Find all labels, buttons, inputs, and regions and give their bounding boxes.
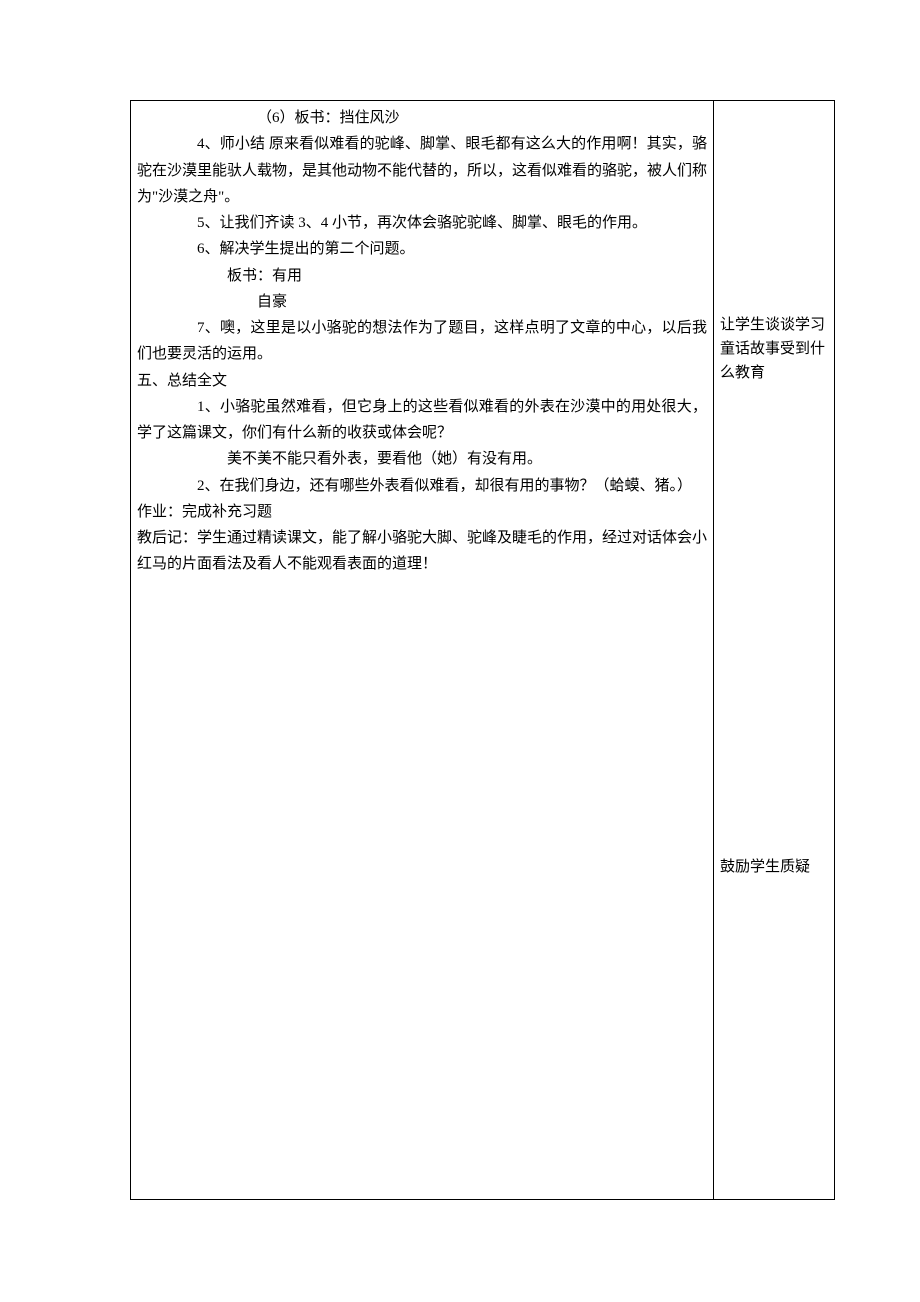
text-line: 5、让我们齐读 3、4 小节，再次体会骆驼驼峰、脚掌、眼毛的作用。 (137, 210, 707, 236)
side-note-cell: 让学生谈谈学习童话故事受到什么教育 鼓励学生质疑 (714, 101, 835, 1200)
spacer (720, 105, 828, 313)
side-note: 鼓励学生质疑 (720, 855, 828, 879)
text-line: 2、在我们身边，还有哪些外表看似难看，却很有用的事物？（蛤蟆、猪。） (137, 473, 707, 499)
section-heading: 五、总结全文 (137, 368, 707, 394)
text-line: 7、噢，这里是以小骆驼的想法作为了题目，这样点明了文章的中心，以后我们也要灵活的… (137, 315, 707, 368)
side-note: 让学生谈谈学习童话故事受到什么教育 (720, 313, 828, 385)
text-line: 1、小骆驼虽然难看，但它身上的这些看似难看的外表在沙漠中的用处很大，学了这篇课文… (137, 394, 707, 447)
text-line: （6）板书：挡住风沙 (137, 105, 707, 131)
text-line: 美不美不能只看外表，要看他（她）有没有用。 (137, 446, 707, 472)
text-line: 自豪 (137, 289, 707, 315)
text-line: 4、师小结 原来看似难看的驼峰、脚掌、眼毛都有这么大的作用啊！其实，骆驼在沙漠里… (137, 131, 707, 210)
lesson-plan-table: （6）板书：挡住风沙 4、师小结 原来看似难看的驼峰、脚掌、眼毛都有这么大的作用… (130, 100, 835, 1200)
spacer (720, 385, 828, 855)
text-line: 6、解决学生提出的第二个问题。 (137, 236, 707, 262)
text-line: 板书：有用 (137, 263, 707, 289)
main-content-cell: （6）板书：挡住风沙 4、师小结 原来看似难看的驼峰、脚掌、眼毛都有这么大的作用… (131, 101, 714, 1200)
homework-line: 作业：完成补充习题 (137, 499, 707, 525)
postscript-line: 教后记：学生通过精读课文，能了解小骆驼大脚、驼峰及睫毛的作用，经过对话体会小红马… (137, 525, 707, 578)
